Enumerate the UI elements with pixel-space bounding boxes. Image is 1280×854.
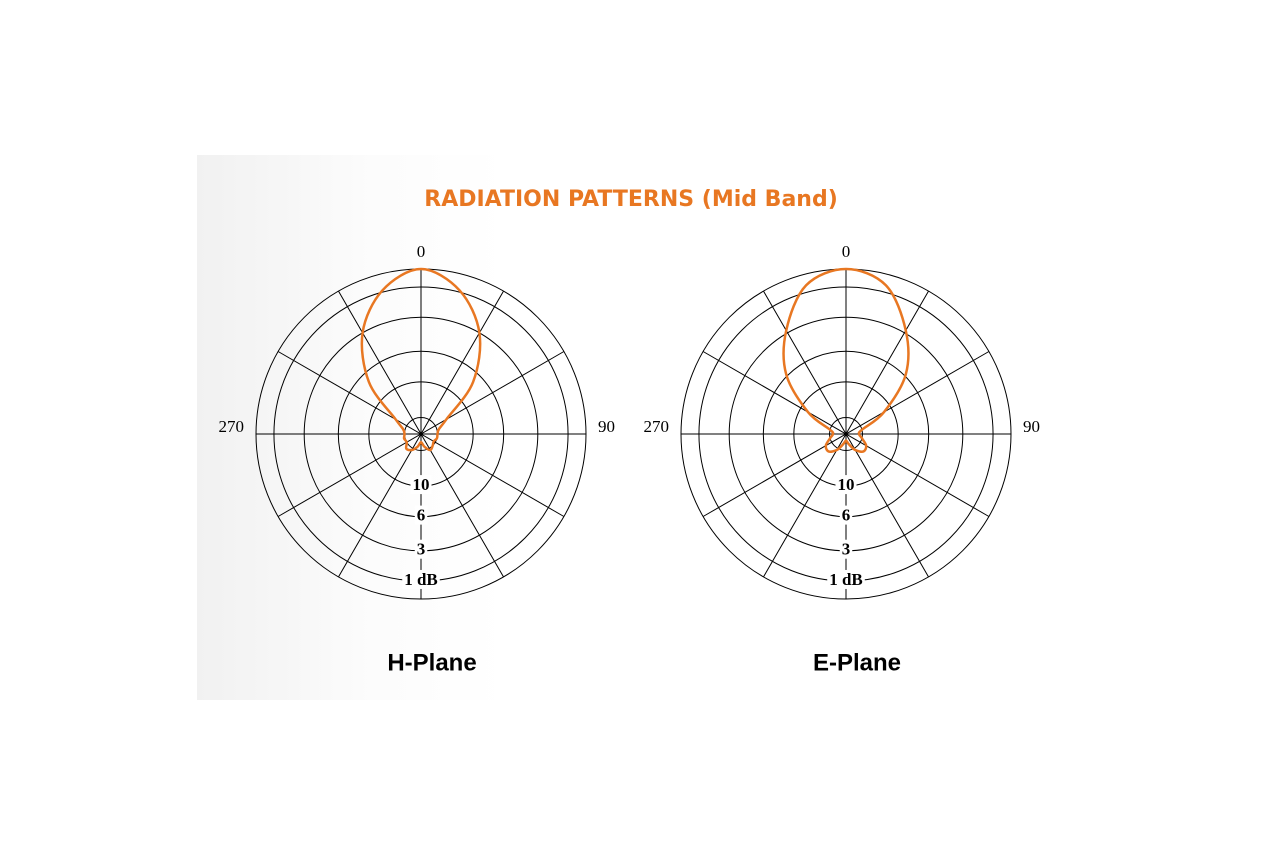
label-bg (402, 569, 440, 589)
theta-tick-label: 270 (644, 417, 670, 436)
plot-title: H-Plane (387, 649, 476, 676)
pattern-curve (782, 267, 910, 453)
label-bg (410, 475, 432, 495)
plot-title: E-Plane (813, 649, 901, 676)
polar-plot: 1 dB 3 6 10 0 90 270 E-Plane (644, 242, 1041, 676)
r-tick-label: 6 (417, 506, 426, 525)
r-tick-label: 10 (838, 475, 855, 494)
label-bg (835, 475, 857, 495)
panel (197, 155, 1085, 700)
label-bg (414, 539, 428, 559)
r-tick-label: 3 (417, 540, 426, 559)
r-tick-label: 3 (842, 540, 851, 559)
r-tick-label: 1 dB (829, 570, 863, 589)
theta-tick-label: 270 (219, 417, 245, 436)
r-tick-label: 1 dB (404, 570, 438, 589)
theta-tick-label: 0 (842, 242, 851, 261)
label-bg (839, 539, 853, 559)
theta-tick-label: 90 (598, 417, 615, 436)
spoke (338, 290, 504, 578)
spoke (763, 290, 929, 578)
r-tick-label: 6 (842, 506, 851, 525)
polar-plot: 1 dB 3 6 10 0 90 270 H-Plane (219, 242, 616, 676)
theta-tick-label: 90 (1023, 417, 1040, 436)
label-bg (839, 505, 853, 525)
label-bg (414, 505, 428, 525)
r-tick-label: 10 (413, 475, 430, 494)
ring (829, 417, 863, 451)
label-bg (827, 569, 865, 589)
main-title: RADIATION PATTERNS (Mid Band) (424, 187, 838, 212)
theta-tick-label: 0 (417, 242, 426, 261)
pattern-curve (360, 267, 482, 452)
